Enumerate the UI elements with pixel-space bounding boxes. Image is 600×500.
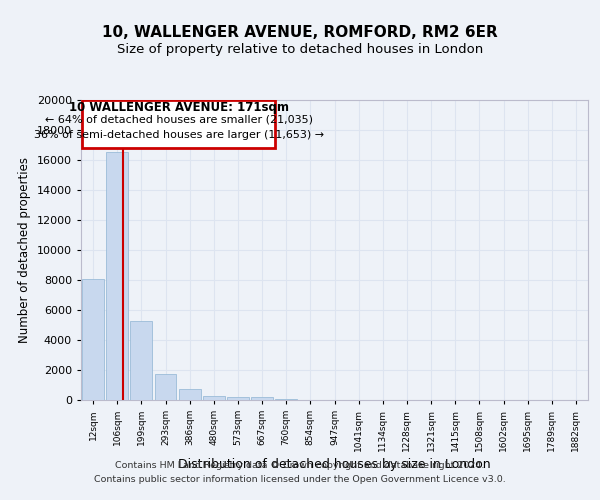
X-axis label: Distribution of detached houses by size in London: Distribution of detached houses by size … [178,458,491,471]
Bar [203,396,224,400]
Bar [179,389,200,400]
Bar [130,320,152,400]
Bar [106,152,128,400]
Y-axis label: Number of detached properties: Number of detached properties [18,157,31,343]
Bar [82,279,104,400]
Bar [251,397,273,400]
Bar [275,399,297,400]
Text: ← 64% of detached houses are smaller (21,035): ← 64% of detached houses are smaller (21… [45,114,313,124]
Text: 36% of semi-detached houses are larger (11,653) →: 36% of semi-detached houses are larger (… [34,130,324,140]
Text: Contains public sector information licensed under the Open Government Licence v3: Contains public sector information licen… [94,476,506,484]
Bar [227,397,249,400]
Text: 10, WALLENGER AVENUE, ROMFORD, RM2 6ER: 10, WALLENGER AVENUE, ROMFORD, RM2 6ER [102,25,498,40]
Text: Contains HM Land Registry data © Crown copyright and database right 2024.: Contains HM Land Registry data © Crown c… [115,462,485,470]
Bar [155,374,176,400]
Text: 10 WALLENGER AVENUE: 171sqm: 10 WALLENGER AVENUE: 171sqm [69,101,289,114]
Text: Size of property relative to detached houses in London: Size of property relative to detached ho… [117,44,483,57]
Bar [82,100,275,148]
